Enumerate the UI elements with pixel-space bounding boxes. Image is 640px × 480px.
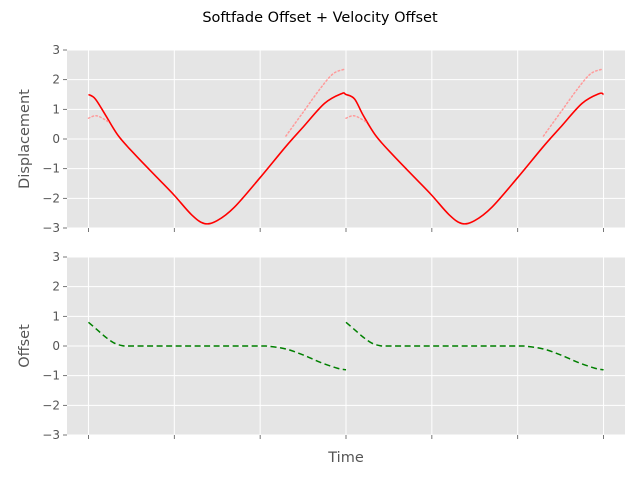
offset-y-axis-label: Offset xyxy=(17,324,33,368)
displacement-y-tick-label: 2 xyxy=(52,73,60,87)
displacement-series-line-3 xyxy=(345,114,369,124)
displacement-series-line-1 xyxy=(87,114,111,124)
offset-y-tick-label: 1 xyxy=(52,309,60,323)
offset-panel: −3 −2 −1 0 1 2 3 Offset xyxy=(17,250,625,442)
offset-y-tick-label: −3 xyxy=(42,428,60,442)
x-axis-label: Time xyxy=(327,450,364,466)
displacement-y-tick-label: 1 xyxy=(52,102,60,116)
displacement-ticks: −3 −2 −1 0 1 2 3 xyxy=(42,43,604,235)
offset-ticks: −3 −2 −1 0 1 2 3 xyxy=(42,250,604,442)
displacement-series-line-2 xyxy=(285,68,346,137)
offset-y-tick-label: 3 xyxy=(52,250,60,264)
displacement-y-tick-label: 0 xyxy=(52,132,60,146)
displacement-y-tick-label: −3 xyxy=(42,221,60,235)
displacement-y-tick-label: 3 xyxy=(52,43,60,57)
offset-series-line-0 xyxy=(87,321,347,371)
offset-y-tick-label: 0 xyxy=(52,339,60,353)
displacement-series-line-4 xyxy=(542,68,603,137)
displacement-y-tick-label: −2 xyxy=(42,191,60,205)
offset-series-line-1 xyxy=(345,321,604,371)
offset-y-tick-label: −1 xyxy=(42,369,60,383)
chart-title: Softfade Offset + Velocity Offset xyxy=(202,10,438,26)
displacement-grid xyxy=(67,49,625,229)
displacement-lines xyxy=(87,68,604,225)
offset-y-tick-label: −2 xyxy=(42,398,60,412)
displacement-panel: −3 −2 −1 0 1 2 3 Displacement xyxy=(17,43,625,235)
offset-lines xyxy=(87,321,604,371)
displacement-y-axis-label: Displacement xyxy=(17,89,33,189)
displacement-series-line-0 xyxy=(88,92,604,225)
displacement-y-tick-label: −1 xyxy=(42,162,60,176)
offset-y-tick-label: 2 xyxy=(52,280,60,294)
